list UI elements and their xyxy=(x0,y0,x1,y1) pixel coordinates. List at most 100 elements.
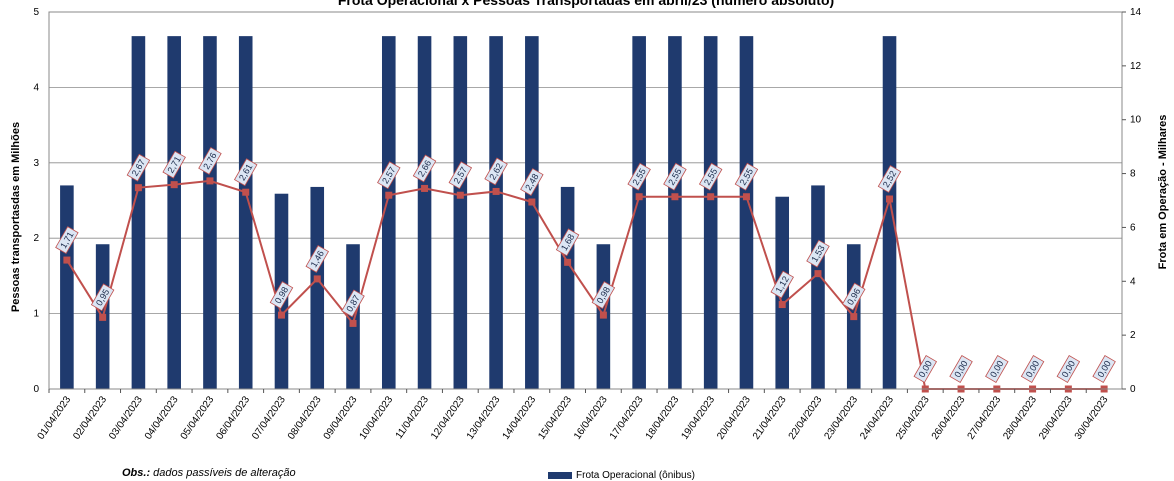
bar xyxy=(560,186,575,389)
line-point xyxy=(707,193,715,201)
x-tick-label: 21/04/2023 xyxy=(751,394,789,442)
x-tick-label: 19/04/2023 xyxy=(679,394,717,442)
data-label: 2,67 xyxy=(126,153,151,182)
bar xyxy=(417,36,432,390)
data-label: 2,55 xyxy=(698,162,723,191)
bar xyxy=(489,36,503,390)
data-label: 2,66 xyxy=(412,154,437,183)
bar xyxy=(811,185,825,389)
x-tick-label: 27/04/2023 xyxy=(966,394,1004,442)
y-right-tick-label: 8 xyxy=(1130,169,1136,180)
tick-labels: 0123450246810121401/04/202302/04/202303/… xyxy=(33,7,1141,442)
line-point xyxy=(456,191,464,199)
line-point xyxy=(850,313,858,321)
data-label: 0,00 xyxy=(1092,355,1116,383)
data-label-box xyxy=(126,153,151,182)
line-point xyxy=(206,177,214,185)
data-label: 0,00 xyxy=(949,355,973,383)
x-tick-label: 24/04/2023 xyxy=(858,394,896,442)
line-point xyxy=(671,193,679,201)
data-label: 1,68 xyxy=(555,228,580,257)
data-label: 0,98 xyxy=(591,281,616,310)
data-label: 0,87 xyxy=(341,289,365,318)
y-left-tick-label: 2 xyxy=(33,233,39,244)
data-label-box xyxy=(949,355,973,383)
y-left-tick-label: 0 xyxy=(33,384,39,395)
x-tick-label: 30/04/2023 xyxy=(1073,394,1111,442)
data-label-box xyxy=(412,154,437,183)
line-point xyxy=(778,301,786,309)
data-label: 2,55 xyxy=(663,162,687,191)
x-tick-label: 18/04/2023 xyxy=(644,394,682,442)
chart-title: Frota Operacional x Pessoas Transportada… xyxy=(338,0,834,8)
data-label-box xyxy=(591,281,616,310)
bar xyxy=(525,36,539,390)
data-label-box xyxy=(484,157,508,186)
line-point xyxy=(99,313,107,321)
y-right-tick-label: 4 xyxy=(1130,276,1136,287)
x-tick-label: 20/04/2023 xyxy=(715,394,753,442)
x-tick-label: 15/04/2023 xyxy=(536,394,574,442)
y-right-tick-label: 0 xyxy=(1130,384,1136,395)
data-label: 2,62 xyxy=(484,157,508,186)
data-label: 2,52 xyxy=(877,165,902,193)
data-label: 2,61 xyxy=(233,158,258,187)
data-label: 0,00 xyxy=(985,355,1009,383)
data-label-box xyxy=(663,162,687,191)
x-tick-label: 09/04/2023 xyxy=(322,394,360,442)
bar xyxy=(310,186,325,389)
x-tick-label: 11/04/2023 xyxy=(394,394,432,441)
legend: Frota Operacional (ônibus) xyxy=(548,470,695,481)
data-label-box xyxy=(90,283,115,312)
line-point xyxy=(63,256,71,264)
bar xyxy=(346,244,360,389)
data-label: 2,55 xyxy=(627,162,651,191)
data-label: 1,71 xyxy=(55,226,79,255)
y-right-tick-label: 12 xyxy=(1130,61,1142,72)
data-label-box xyxy=(269,281,294,310)
bar xyxy=(668,36,682,390)
data-label-box xyxy=(1056,355,1081,383)
x-tick-label: 13/04/2023 xyxy=(465,394,503,442)
x-tick-label: 25/04/2023 xyxy=(894,394,932,442)
line-path xyxy=(66,179,1105,390)
bar xyxy=(131,36,146,390)
y-axis-left-title: Pessoas transportasdas em Milhões xyxy=(10,122,22,312)
x-tick-label: 22/04/2023 xyxy=(787,394,825,442)
data-label: 1,12 xyxy=(770,270,794,299)
line-point xyxy=(313,275,321,283)
x-tick-label: 12/04/2023 xyxy=(429,394,467,442)
bar xyxy=(703,36,718,390)
x-tick-label: 02/04/2023 xyxy=(71,394,109,442)
line-point xyxy=(886,195,894,203)
y-right-tick-label: 14 xyxy=(1130,7,1142,18)
line-point xyxy=(134,184,142,192)
y-axis-right-title: Frota em Operação - Milhares xyxy=(1157,115,1169,270)
data-label-box xyxy=(698,162,723,191)
y-left-tick-label: 1 xyxy=(33,309,39,320)
bar xyxy=(381,36,396,390)
data-label: 2,48 xyxy=(520,168,544,196)
data-label: 0,00 xyxy=(1020,355,1045,383)
data-label-box xyxy=(734,162,759,191)
line-point xyxy=(564,258,572,266)
bar xyxy=(167,36,181,390)
y-right-tick-label: 2 xyxy=(1130,330,1136,341)
line-point xyxy=(277,311,285,319)
bar xyxy=(203,36,217,390)
line-point xyxy=(170,181,178,189)
x-tick-label: 23/04/2023 xyxy=(822,394,860,442)
data-label-box xyxy=(162,150,186,179)
line-point xyxy=(492,187,500,195)
line-point xyxy=(635,193,643,201)
x-tick-label: 08/04/2023 xyxy=(286,394,324,442)
data-label-box xyxy=(627,162,651,191)
bar xyxy=(882,36,897,390)
data-label-box xyxy=(877,165,902,193)
x-tick-label: 04/04/2023 xyxy=(143,394,181,442)
data-label: 2,76 xyxy=(198,146,222,175)
legend-swatch-bar xyxy=(548,472,572,479)
data-label-box xyxy=(305,244,329,273)
data-label-box xyxy=(555,228,580,257)
x-tick-label: 26/04/2023 xyxy=(930,394,968,442)
